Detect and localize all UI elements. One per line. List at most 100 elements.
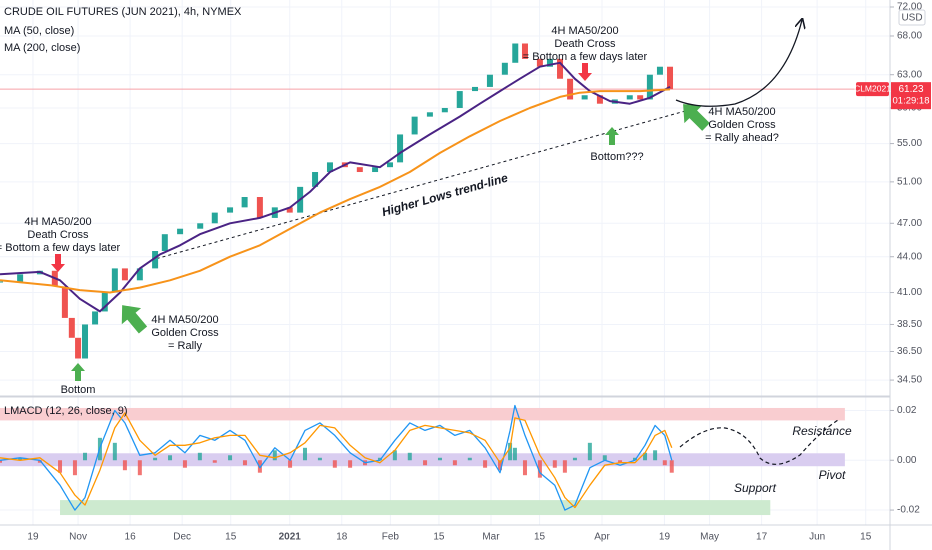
candle [101, 292, 108, 312]
annotation: = Rally ahead? [705, 132, 779, 144]
candle [637, 95, 644, 100]
annotation: Bottom??? [590, 151, 643, 163]
zone [60, 500, 771, 516]
y-tick-label: 41.00 [897, 287, 922, 298]
annotation: Death Cross [27, 229, 89, 241]
x-tick-label: 15 [534, 532, 546, 543]
histogram-bar [522, 460, 527, 476]
histogram-bar [228, 455, 233, 461]
candle [68, 317, 75, 338]
histogram-bar [669, 460, 674, 473]
trendline [150, 106, 700, 261]
y-tick-label: 44.00 [897, 251, 922, 262]
histogram-bar [562, 460, 567, 473]
candle [521, 43, 528, 59]
ma-line [0, 61, 671, 313]
y-tick-label: 68.00 [897, 31, 922, 42]
y-tick-label: 47.00 [897, 218, 922, 229]
y-tick-label: 34.50 [897, 375, 922, 386]
histogram-bar [153, 457, 158, 461]
histogram-bar [72, 460, 77, 476]
x-tick-label: Apr [594, 532, 610, 543]
annotation: Death Cross [554, 38, 616, 50]
zone-label: Support [734, 481, 777, 495]
candle [456, 91, 463, 108]
histogram-bar [37, 460, 42, 463]
histogram-bar [423, 460, 428, 466]
histogram-bar [182, 460, 187, 468]
candle [546, 58, 553, 67]
candle [536, 58, 543, 67]
x-tick-label: 17 [756, 532, 768, 543]
histogram-bar [168, 455, 173, 461]
symbol-box [856, 82, 889, 97]
candle [241, 197, 248, 208]
axes: 19 Nov 16 Dec 15 2021 18 Feb 15 Mar 15 Apr 19 May 17 Ju… [27, 2, 931, 543]
zone-label: Resistance [792, 424, 852, 438]
histogram-bar [242, 460, 247, 466]
annotation: 4H MA50/200 [551, 25, 618, 37]
x-tick-label: 2021 [279, 532, 302, 543]
x-tick-label: 18 [336, 532, 348, 543]
green-arrow [112, 297, 153, 339]
histogram-bar [392, 450, 397, 461]
x-tick-label: 19 [659, 532, 671, 543]
annotation: Bottom [61, 384, 96, 396]
histogram-bar [377, 457, 382, 461]
candle [372, 167, 379, 173]
annotation: = Bottom a few days later [523, 51, 648, 63]
histogram-bar [272, 450, 277, 461]
candle [256, 197, 263, 218]
y-tick-label: 0.02 [897, 405, 917, 416]
candle [111, 268, 118, 293]
y-tick-label: 55.00 [897, 138, 922, 149]
zone-label: Pivot [819, 468, 846, 482]
candle [177, 228, 184, 235]
candle [161, 234, 168, 252]
ma-line [0, 88, 671, 294]
green-arrow [71, 363, 85, 381]
candle [312, 172, 319, 187]
candle [512, 43, 519, 63]
annotation: 4H MA50/200 [24, 216, 91, 228]
annotation: = Bottom a few days later [0, 242, 121, 254]
countdown: 01:29:18 [893, 96, 930, 107]
candle [197, 223, 204, 229]
candle [61, 286, 68, 318]
chart-title: CRUDE OIL FUTURES (JUN 2021), 4h, NYMEX [4, 6, 242, 18]
x-tick-label: 15 [433, 532, 445, 543]
histogram-bar [618, 460, 623, 463]
legend: CRUDE OIL FUTURES (JUN 2021), 4h, NYMEX … [4, 6, 926, 417]
candle [0, 281, 3, 283]
annotation: Golden Cross [151, 327, 219, 339]
histogram-bar [197, 452, 202, 461]
x-tick-label: Jun [809, 532, 825, 543]
annotation: 4H MA50/200 [708, 106, 775, 118]
histogram-bar [653, 450, 658, 461]
annotation: Golden Cross [708, 119, 776, 131]
histogram-bar [662, 460, 667, 466]
candle [211, 212, 218, 224]
histogram-bar [137, 460, 142, 476]
histogram-bar [288, 460, 293, 468]
candle [472, 86, 479, 92]
x-tick-label: 16 [125, 532, 137, 543]
candle [397, 134, 404, 163]
histogram-bar [317, 457, 322, 461]
grid [0, 0, 890, 525]
y-tick-label: -0.02 [897, 505, 920, 516]
histogram-bar [452, 460, 457, 466]
y-tick-label: 0.00 [897, 455, 917, 466]
histogram-bar [302, 447, 307, 461]
candle [286, 207, 293, 213]
candle [626, 95, 633, 100]
histogram-bar [18, 457, 23, 461]
red-arrow [578, 63, 592, 81]
candle [75, 337, 82, 359]
annotation: 4H MA50/200 [151, 314, 218, 326]
y-tick-label: 72.00 [897, 2, 922, 13]
legend-ma200: MA (200, close) [4, 42, 80, 54]
candle [596, 95, 603, 104]
